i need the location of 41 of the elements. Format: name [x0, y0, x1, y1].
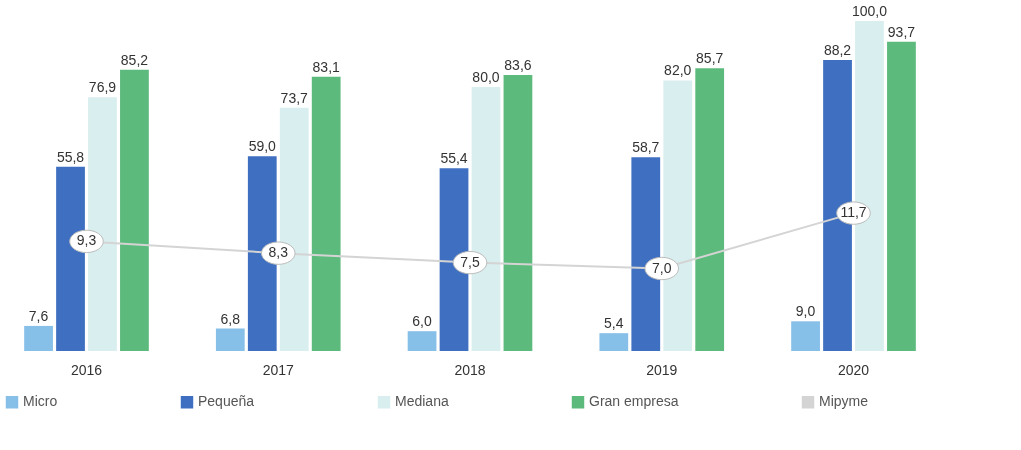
- bar: [887, 41, 916, 351]
- legend-label: Micro: [23, 393, 58, 410]
- bar: [24, 325, 53, 351]
- bar: [215, 328, 245, 351]
- data-label: 88,2: [823, 41, 852, 58]
- data-label: 83,1: [312, 58, 341, 75]
- data-label: 100,0: [851, 3, 888, 19]
- data-label: 9,0: [795, 303, 816, 320]
- data-label: 9,3: [76, 232, 97, 249]
- x-tick-label: 2020: [837, 361, 870, 378]
- data-label: 55,4: [440, 150, 468, 167]
- data-label: 7,6: [28, 307, 49, 324]
- bar: [311, 76, 341, 351]
- bar: [503, 75, 533, 351]
- data-label: 59,0: [248, 138, 277, 155]
- data-label: 85,7: [696, 50, 724, 67]
- data-label: 93,7: [887, 23, 916, 40]
- data-label: 80,0: [472, 69, 500, 85]
- data-label: 76,9: [88, 79, 117, 96]
- data-label: 82,0: [664, 62, 692, 79]
- bar: [791, 321, 820, 351]
- data-label: 58,7: [632, 139, 660, 156]
- x-tick-label: 2018: [454, 361, 486, 378]
- data-label: 73,7: [280, 89, 309, 106]
- bar: [599, 333, 629, 351]
- data-label: 83,6: [504, 57, 532, 74]
- legend-label: Gran empresa: [589, 393, 679, 410]
- bar: [695, 68, 725, 351]
- legend-label: Mediana: [395, 393, 449, 410]
- x-tick-label: 2016: [70, 361, 103, 378]
- legend-label: Mipyme: [819, 393, 869, 410]
- legend-label: Pequeña: [198, 393, 255, 410]
- bar: [407, 331, 437, 351]
- x-tick-label: 2019: [646, 361, 678, 378]
- data-label: 55,8: [56, 148, 85, 165]
- data-label: 85,2: [120, 51, 149, 68]
- data-label: 6,0: [412, 313, 432, 330]
- bar: [120, 69, 149, 351]
- data-label: 6,8: [220, 310, 241, 327]
- x-tick-label: 2017: [262, 361, 295, 378]
- data-label: 5,4: [604, 315, 624, 332]
